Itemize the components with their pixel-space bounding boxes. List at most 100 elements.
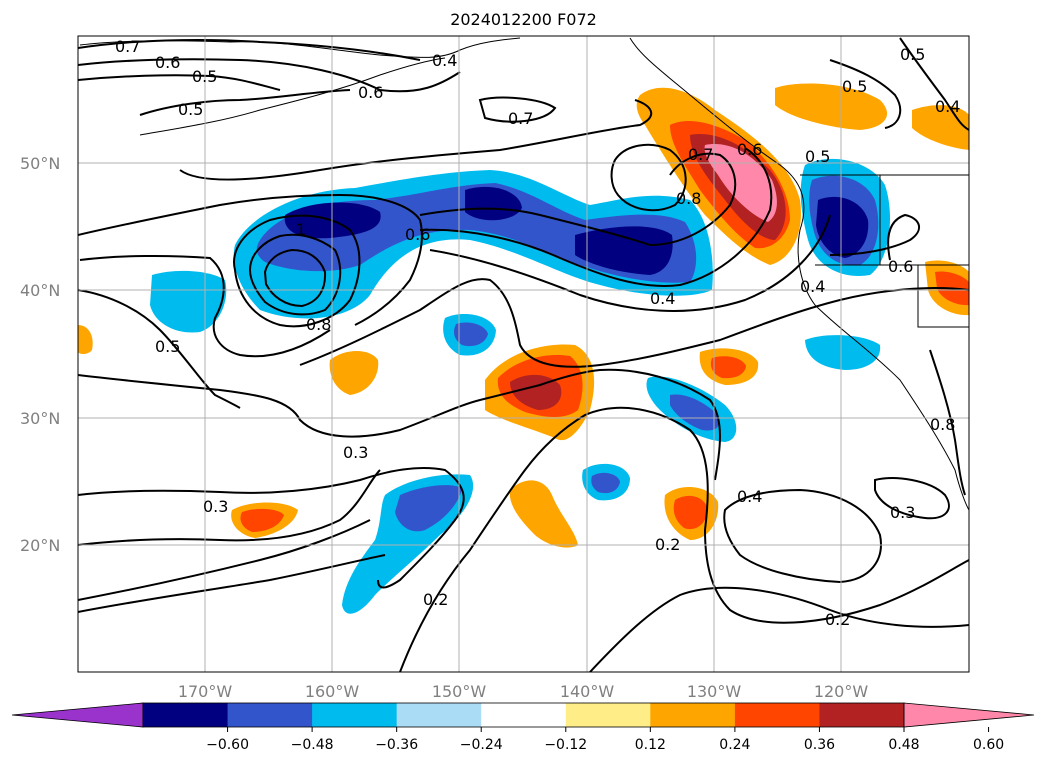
- positive-anomaly-small-7: [78, 325, 93, 355]
- colorbar-tick-label: −0.48: [291, 737, 334, 753]
- contour-0.2-east-far: [589, 586, 969, 672]
- colorbar-tick-label: 0.48: [888, 737, 919, 753]
- contour-label: 0.6: [888, 257, 913, 276]
- contour-label: 0.3: [203, 497, 228, 516]
- lon-label: 140°W: [560, 682, 615, 701]
- positive-anomaly-small-5-core: [240, 508, 284, 532]
- negative-anomaly-small-4: [805, 335, 881, 370]
- contour-label: 0.3: [343, 443, 368, 462]
- contour-0.5-second: [139, 89, 351, 116]
- colorbar-cell: [481, 703, 567, 727]
- colorbar-cell: [565, 703, 651, 727]
- colorbar-tick-label: 0.60: [973, 737, 1004, 753]
- contour-label: 0.4: [650, 289, 675, 308]
- contour-0.2-main: [78, 469, 381, 546]
- negative-anomaly-small-1-core: [454, 322, 488, 347]
- contour-label: 0.8: [930, 415, 955, 434]
- contour-label: 0.7: [688, 145, 713, 164]
- negative-anomaly-small-3-core: [591, 472, 620, 494]
- contour-label: 0.5: [178, 100, 203, 119]
- contour-label: 0.5: [842, 77, 867, 96]
- contour-trough-4: [263, 248, 327, 308]
- lon-label: 160°W: [305, 682, 360, 701]
- contour-label: 0.6: [405, 225, 430, 244]
- lat-label: 20°N: [20, 536, 60, 555]
- positive-anomaly-central-dark: [510, 374, 562, 410]
- latitude-labels: 50°N 40°N 30°N 20°N: [20, 154, 60, 555]
- gridlines: [78, 36, 969, 672]
- colorbar-cell: [819, 703, 905, 727]
- colorbar-cell: [734, 703, 820, 727]
- contour-label: 0.5: [805, 147, 830, 166]
- lat-label: 30°N: [20, 409, 60, 428]
- negative-anomaly-core-mid: [465, 186, 522, 221]
- contour-label: 0.7: [115, 37, 140, 56]
- colorbar-extend-low: [11, 702, 144, 728]
- contour-label: 0.8: [676, 189, 701, 208]
- contour-0.3-return: [399, 406, 969, 672]
- colorbar-tick-label: 0.24: [719, 737, 750, 753]
- positive-anomaly-top-right: [775, 83, 888, 130]
- longitude-labels: 170°W 160°W 150°W 140°W 130°W 120°W: [178, 682, 869, 701]
- contour-0.5-west: [78, 289, 241, 409]
- contour-jet-3: [429, 214, 831, 312]
- lat-label: 40°N: [20, 281, 60, 300]
- contour-ridge-north: [179, 99, 653, 181]
- contour-label: 0.5: [192, 67, 217, 86]
- state-border-3: [917, 265, 969, 328]
- contour-0.2-south-trough: [78, 554, 386, 613]
- positive-anomaly-small-4-core: [673, 495, 708, 530]
- contour-trough-2: [233, 214, 361, 328]
- contour-closed-nw: [610, 143, 687, 212]
- negative-anomaly-small-2-core: [670, 394, 720, 431]
- contour-lines: [78, 37, 969, 672]
- colorbar-cells: [143, 703, 905, 727]
- contour-label: 0.7: [508, 109, 533, 128]
- negative-anomaly-core-east: [575, 226, 673, 275]
- colorbar-frame: [142, 702, 905, 728]
- contour-0.4-right: [929, 349, 966, 496]
- contour-label: 0.4: [935, 97, 960, 116]
- contour-0.4-east: [723, 488, 882, 584]
- aleutian-chain: [139, 57, 446, 136]
- contour-0.6-east: [829, 213, 920, 261]
- map-content: 0.7 0.6 0.5 0.5 0.4 0.6 0.7 0.5 0.4 0.7 …: [78, 36, 969, 672]
- positive-anomaly-small-1: [329, 351, 379, 395]
- contour-0.5-ne: [829, 59, 902, 129]
- contour-trough-3: [248, 233, 342, 316]
- contour-label: 0.4: [737, 487, 762, 506]
- positive-anomaly-nw-core: [704, 144, 777, 222]
- contour-0.5-right: [899, 37, 969, 131]
- contour-0.7-mid: [478, 96, 557, 123]
- colorbar-cell: [312, 703, 398, 727]
- contour-0.3-south: [78, 467, 465, 589]
- colorbar-cell: [227, 703, 313, 727]
- negative-anomaly-west-lobe: [150, 270, 227, 333]
- contour-0.4-main: [299, 278, 969, 368]
- positive-anomaly-small-3: [509, 480, 578, 548]
- lon-label: 170°W: [178, 682, 233, 701]
- colorbar-cell: [396, 703, 482, 727]
- negative-anomaly-east-core: [816, 196, 869, 258]
- contour-label: 0.6: [358, 83, 383, 102]
- negative-anomaly-south-inner: [395, 485, 462, 532]
- lon-label: 120°W: [814, 682, 869, 701]
- filled-anomalies: [78, 83, 969, 614]
- contour-label: 0.3: [890, 503, 915, 522]
- colorbar-cell: [143, 703, 229, 727]
- contour-0.3-main: [78, 368, 721, 481]
- contour-label: 0.4: [800, 277, 825, 296]
- contour-label: 0.5: [900, 45, 925, 64]
- contour-label: 1: [296, 220, 306, 239]
- positive-anomaly-small-2-core: [710, 356, 746, 379]
- colorbar-tick-label: 0.12: [635, 737, 666, 753]
- contour-0.6-top: [78, 58, 461, 93]
- contour-label: 0.2: [655, 535, 680, 554]
- lon-label: 150°W: [432, 682, 487, 701]
- contour-0.2-far-south: [78, 519, 371, 601]
- colorbar-extend-high: [903, 702, 1035, 728]
- contour-0.7-top: [78, 39, 421, 61]
- map-title: 2024012200 F072: [450, 10, 597, 29]
- colorbar-tick-label: −0.60: [206, 737, 249, 753]
